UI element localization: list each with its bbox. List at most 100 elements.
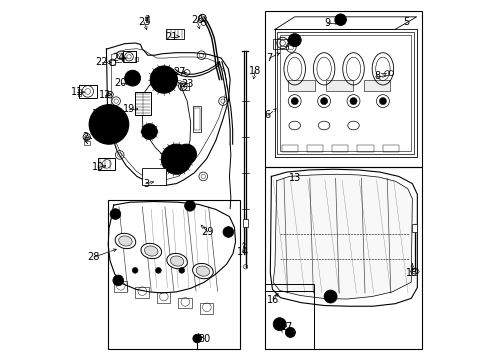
Circle shape — [285, 327, 295, 337]
Bar — [382, 145, 398, 152]
Text: 20: 20 — [114, 78, 127, 88]
Polygon shape — [274, 17, 416, 30]
Polygon shape — [108, 202, 235, 293]
Circle shape — [320, 98, 327, 105]
Bar — [166, 29, 183, 39]
Bar — [332, 145, 348, 152]
Circle shape — [290, 98, 298, 105]
Circle shape — [287, 34, 301, 46]
Bar — [265, 291, 314, 348]
Bar — [242, 220, 248, 227]
Bar — [145, 19, 149, 22]
Bar — [194, 108, 199, 130]
Text: 22: 22 — [95, 57, 108, 67]
Bar — [282, 145, 298, 152]
Text: 11: 11 — [70, 87, 82, 97]
Bar — [265, 12, 421, 167]
Text: 28: 28 — [87, 252, 100, 262]
Text: 7: 7 — [266, 53, 272, 63]
Ellipse shape — [115, 233, 136, 249]
Bar — [357, 145, 373, 152]
Bar — [83, 141, 89, 145]
Circle shape — [155, 267, 161, 273]
Circle shape — [161, 144, 191, 174]
Bar — [265, 167, 421, 348]
Circle shape — [124, 70, 140, 86]
Circle shape — [110, 209, 121, 220]
Bar — [128, 75, 137, 81]
Bar — [411, 224, 416, 232]
Bar — [199, 303, 213, 314]
Bar — [107, 200, 240, 348]
Ellipse shape — [170, 256, 183, 266]
Text: 23: 23 — [181, 79, 193, 89]
Bar — [180, 83, 188, 90]
Circle shape — [273, 318, 285, 330]
Bar — [98, 158, 115, 170]
Circle shape — [192, 334, 201, 343]
Polygon shape — [274, 30, 416, 157]
Text: 25: 25 — [138, 17, 150, 27]
Circle shape — [172, 155, 180, 163]
Bar — [113, 282, 127, 292]
Bar — [273, 39, 287, 49]
Text: 3: 3 — [142, 179, 149, 189]
Bar — [265, 284, 314, 348]
Circle shape — [113, 275, 123, 286]
Polygon shape — [106, 43, 230, 185]
Bar — [156, 292, 170, 303]
Ellipse shape — [144, 246, 158, 256]
Text: 13: 13 — [288, 173, 300, 183]
Bar — [277, 32, 413, 154]
Circle shape — [142, 124, 157, 139]
Bar — [287, 80, 314, 91]
Circle shape — [150, 66, 177, 93]
Circle shape — [132, 267, 138, 273]
Circle shape — [349, 98, 356, 105]
Text: 21: 21 — [164, 32, 177, 41]
Circle shape — [89, 105, 128, 144]
Text: 1: 1 — [91, 109, 98, 119]
Circle shape — [160, 76, 167, 83]
Text: 27: 27 — [173, 67, 185, 77]
Polygon shape — [273, 174, 411, 299]
Circle shape — [184, 201, 195, 211]
Ellipse shape — [119, 236, 132, 246]
Bar — [306, 145, 323, 152]
Bar — [142, 168, 165, 185]
Bar — [135, 57, 137, 61]
Bar — [135, 287, 148, 298]
Text: 4: 4 — [169, 150, 176, 160]
Ellipse shape — [192, 264, 213, 279]
Bar — [135, 92, 151, 116]
Text: 16: 16 — [266, 295, 279, 305]
Text: 26: 26 — [191, 15, 203, 26]
Circle shape — [324, 290, 336, 303]
Text: 30: 30 — [198, 333, 210, 343]
Bar — [78, 89, 81, 96]
Bar — [122, 51, 136, 62]
Text: 24: 24 — [112, 53, 124, 63]
Circle shape — [176, 144, 196, 164]
Text: 17: 17 — [280, 322, 292, 332]
Text: 5: 5 — [402, 17, 408, 27]
Bar — [79, 85, 97, 98]
Text: 9: 9 — [323, 18, 329, 28]
Bar — [325, 80, 352, 91]
Text: 18: 18 — [248, 66, 261, 76]
Circle shape — [223, 226, 233, 237]
Bar — [110, 60, 115, 64]
Polygon shape — [270, 169, 416, 306]
Text: 19: 19 — [122, 104, 135, 114]
Text: 10: 10 — [92, 162, 104, 172]
Circle shape — [130, 76, 135, 80]
Text: 6: 6 — [264, 111, 270, 121]
Ellipse shape — [196, 266, 209, 276]
Bar — [192, 107, 201, 132]
Bar — [178, 298, 191, 309]
Bar — [122, 57, 124, 61]
Text: 29: 29 — [202, 227, 214, 237]
Circle shape — [379, 98, 386, 105]
Text: 2: 2 — [81, 132, 88, 142]
Bar — [280, 35, 410, 151]
